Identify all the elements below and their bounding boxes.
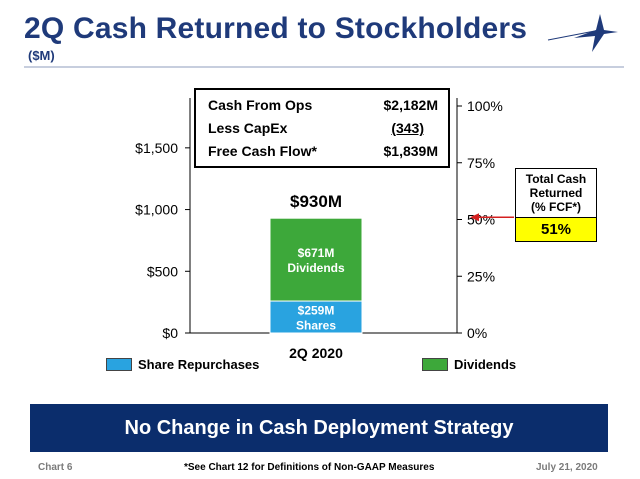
bar-share-repurchases — [269, 300, 363, 334]
total-cash-returned-box: Total Cash Returned (% FCF*) 51% — [515, 168, 597, 242]
y2-tick-label: 25% — [467, 268, 495, 284]
free-cash-flow-value: $1,839M — [383, 143, 438, 159]
cash-from-ops-row: Cash From Ops $2,182M — [208, 97, 438, 115]
bar-dividends — [269, 217, 363, 302]
cash-from-ops-value: $2,182M — [383, 97, 438, 113]
free-cash-flow-row: Free Cash Flow* $1,839M — [208, 143, 438, 161]
free-cash-flow-label: Free Cash Flow* — [208, 143, 317, 159]
cash-from-ops-label: Cash From Ops — [208, 97, 313, 113]
y-tick-label: $500 — [147, 263, 178, 279]
bar-data-label: Dividends — [287, 261, 345, 275]
free-cash-flow-box: Cash From Ops $2,182M Less CapEx (343) F… — [194, 88, 450, 168]
y2-tick-label: 0% — [467, 325, 487, 341]
legend-dividends: Dividends — [422, 357, 516, 372]
page-title: 2Q Cash Returned to Stockholders — [24, 12, 528, 45]
y-tick-label: $0 — [162, 325, 178, 341]
legend-label-share-repurchases: Share Repurchases — [138, 357, 260, 372]
footer-note: *See Chart 12 for Definitions of Non-GAA… — [184, 462, 435, 473]
legend-swatch-dividends — [422, 358, 448, 371]
bar-data-label: $259M — [298, 304, 335, 318]
y2-tick-label: 75% — [467, 155, 495, 171]
pct-pointer-arrowhead — [470, 213, 479, 222]
x-category-label: 2Q 2020 — [289, 345, 343, 361]
total-cash-returned-title: Total Cash Returned (% FCF*) — [516, 169, 596, 217]
y-tick-label: $1,500 — [135, 140, 178, 156]
page-subtitle: ($M) — [28, 48, 55, 63]
less-capex-value: (343) — [391, 120, 424, 136]
bar-data-label: Shares — [296, 319, 336, 333]
footer-date: July 21, 2020 — [536, 462, 598, 473]
returned-title-line: Returned — [529, 186, 583, 200]
bar-total-label: $930M — [290, 192, 342, 211]
returned-title-line: (% FCF*) — [531, 200, 581, 214]
y2-tick-label: 50% — [467, 212, 495, 228]
less-capex-row: Less CapEx (343) — [208, 120, 438, 138]
strategy-banner: No Change in Cash Deployment Strategy — [30, 404, 608, 452]
legend-share-repurchases: Share Repurchases — [106, 357, 259, 372]
total-cash-returned-value: 51% — [516, 217, 596, 241]
y2-tick-label: 100% — [467, 98, 503, 114]
legend-swatch-share-repurchases — [106, 358, 132, 371]
bar-data-label: $671M — [298, 246, 335, 260]
returned-title-line: Total Cash — [525, 172, 587, 186]
footer-chart-number: Chart 6 — [38, 462, 73, 473]
title-divider — [24, 66, 624, 68]
legend-label-dividends: Dividends — [454, 357, 517, 372]
less-capex-label: Less CapEx — [208, 120, 288, 136]
y-tick-label: $1,000 — [135, 202, 178, 218]
star-logo-icon — [547, 14, 618, 52]
cash-returned-chart: $0 $500 $1,000 $1,500 0% 25% 50% 75% 100% $259MSh… — [135, 98, 514, 361]
